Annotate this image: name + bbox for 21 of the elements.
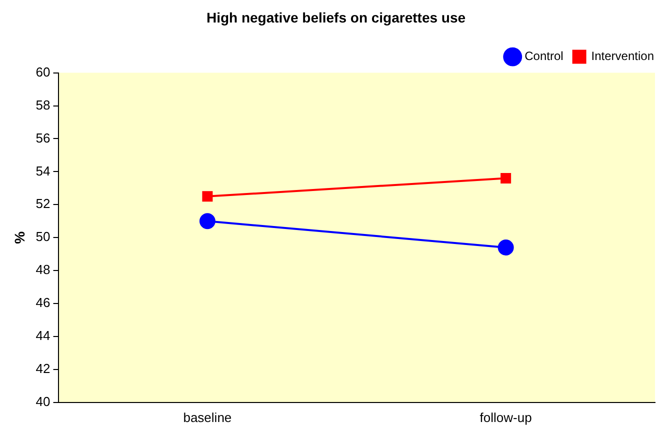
legend-label: Intervention [591, 49, 654, 64]
x-tick-label: baseline [183, 410, 232, 425]
y-tick-label: 50 [36, 229, 50, 244]
y-tick-label: 58 [36, 97, 50, 112]
y-tick-label: 60 [36, 64, 50, 80]
y-tick-label: 52 [36, 196, 50, 212]
y-tick-label: 40 [36, 394, 50, 409]
chart-title: High negative beliefs on cigarettes use [206, 9, 466, 26]
legend-label: Control [524, 49, 564, 64]
y-axis-title: % [11, 230, 28, 244]
x-tick-label: follow-up [480, 410, 532, 425]
y-tick-label: 54 [36, 163, 50, 178]
y-tick-label: 56 [36, 130, 50, 146]
y-tick-label: 48 [36, 262, 50, 278]
point [202, 191, 213, 202]
y-tick-label: 46 [36, 295, 50, 310]
point [199, 213, 216, 230]
point [498, 239, 514, 256]
y-tick-label: 44 [36, 328, 50, 344]
y-tick-label: 42 [36, 361, 50, 376]
point [500, 173, 512, 184]
